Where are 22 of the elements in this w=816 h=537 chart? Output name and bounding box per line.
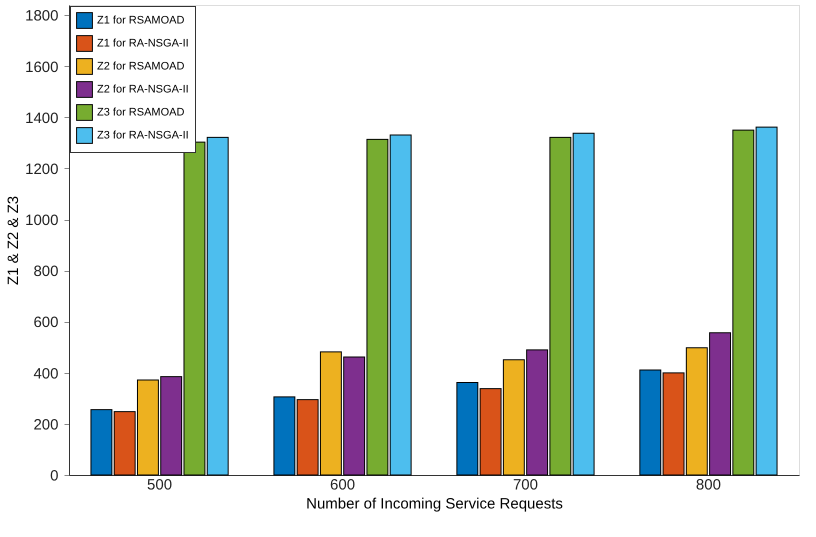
legend-label: Z2 for RSAMOAD (97, 60, 184, 72)
legend-label: Z3 for RA-NSGA-II (97, 130, 189, 142)
y-tick-label: 0 (50, 468, 58, 484)
y-tick-label: 1400 (25, 110, 58, 127)
y-tick-label: 1600 (25, 58, 58, 76)
y-tick-label: 400 (33, 365, 58, 382)
y-tick-label: 800 (33, 263, 58, 280)
y-tick-label: 1200 (25, 160, 58, 178)
y-axis-title: Z1 & Z2 & Z3 (5, 196, 22, 286)
y-tick-label: 1800 (25, 8, 58, 25)
x-tick-label: 800 (696, 476, 721, 494)
y-tick-label: 200 (33, 416, 58, 434)
legend-label: Z2 for RA-NSGA-II (97, 84, 189, 96)
legend-label: Z1 for RSAMOAD (97, 14, 184, 26)
x-tick-label: 600 (330, 476, 356, 494)
y-tick-label: 1000 (25, 212, 58, 230)
x-tick-label: 700 (512, 476, 538, 494)
x-tick-label: 500 (147, 476, 172, 494)
legend-label: Z1 for RA-NSGA-II (97, 38, 189, 50)
legend-label: Z3 for RSAMOAD (97, 106, 184, 118)
y-tick-label: 600 (33, 314, 58, 332)
x-axis-title: Number of Incoming Service Requests (306, 496, 563, 512)
